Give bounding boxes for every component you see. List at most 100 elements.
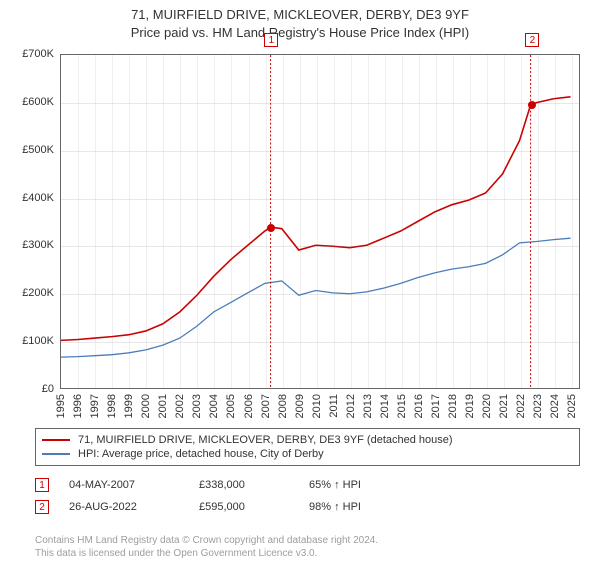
title-address: 71, MUIRFIELD DRIVE, MICKLEOVER, DERBY, … (0, 6, 600, 24)
x-tick-label: 2025 (566, 394, 578, 418)
transaction-date: 04-MAY-2007 (69, 479, 179, 491)
y-tick-label: £200K (0, 287, 60, 299)
x-gridline (95, 55, 96, 388)
x-gridline (283, 55, 284, 388)
annotation-marker-1: 1 (264, 33, 278, 47)
x-gridline (453, 55, 454, 388)
x-gridline (214, 55, 215, 388)
legend-row: HPI: Average price, detached house, City… (42, 447, 573, 461)
x-tick-label: 2009 (294, 394, 306, 418)
y-gridline (61, 199, 579, 200)
legend-label: HPI: Average price, detached house, City… (78, 448, 324, 460)
x-tick-label: 2016 (413, 394, 425, 418)
x-gridline (470, 55, 471, 388)
x-tick-label: 2013 (362, 394, 374, 418)
x-gridline (197, 55, 198, 388)
x-gridline (266, 55, 267, 388)
x-tick-label: 2008 (277, 394, 289, 418)
x-gridline (419, 55, 420, 388)
x-gridline (112, 55, 113, 388)
x-gridline (334, 55, 335, 388)
annotation-dot-2 (528, 101, 536, 109)
x-tick-label: 2011 (328, 394, 340, 418)
x-gridline (521, 55, 522, 388)
x-tick-label: 2017 (430, 394, 442, 418)
x-tick-label: 1996 (72, 394, 84, 418)
legend-box: 71, MUIRFIELD DRIVE, MICKLEOVER, DERBY, … (35, 428, 580, 466)
footer-line1: Contains HM Land Registry data © Crown c… (35, 535, 580, 548)
transaction-date: 26-AUG-2022 (69, 501, 179, 513)
transaction-price: £338,000 (199, 479, 289, 491)
transaction-marker: 1 (35, 478, 49, 492)
footer-line2: This data is licensed under the Open Gov… (35, 548, 580, 561)
x-tick-label: 2024 (549, 394, 561, 418)
legend-row: 71, MUIRFIELD DRIVE, MICKLEOVER, DERBY, … (42, 433, 573, 447)
x-tick-label: 2019 (464, 394, 476, 418)
x-gridline (368, 55, 369, 388)
x-tick-label: 2002 (174, 394, 186, 418)
y-gridline (61, 342, 579, 343)
x-tick-label: 2020 (481, 394, 493, 418)
title-subtitle: Price paid vs. HM Land Registry's House … (0, 24, 600, 42)
y-gridline (61, 246, 579, 247)
x-tick-label: 2015 (396, 394, 408, 418)
x-tick-label: 1995 (55, 394, 67, 418)
annotation-marker-2: 2 (525, 33, 539, 47)
transaction-row: 226-AUG-2022£595,00098% ↑ HPI (35, 496, 580, 518)
x-gridline (572, 55, 573, 388)
y-tick-label: £100K (0, 335, 60, 347)
x-gridline (385, 55, 386, 388)
x-tick-label: 2003 (191, 394, 203, 418)
x-gridline (402, 55, 403, 388)
x-tick-label: 1997 (89, 394, 101, 418)
x-tick-label: 2014 (379, 394, 391, 418)
x-gridline (249, 55, 250, 388)
footer-attribution: Contains HM Land Registry data © Crown c… (35, 535, 580, 560)
y-tick-label: £700K (0, 48, 60, 60)
x-tick-label: 2007 (260, 394, 272, 418)
y-tick-label: £600K (0, 96, 60, 108)
x-tick-label: 2023 (532, 394, 544, 418)
x-tick-label: 1998 (106, 394, 118, 418)
x-tick-label: 2004 (208, 394, 220, 418)
x-gridline (487, 55, 488, 388)
y-tick-label: £0 (0, 383, 60, 395)
x-tick-label: 1999 (123, 394, 135, 418)
x-tick-label: 2006 (243, 394, 255, 418)
chart-plot-area: 1995199619971998199920002001200220032004… (60, 54, 580, 389)
x-gridline (436, 55, 437, 388)
x-tick-label: 2018 (447, 394, 459, 418)
chart-title: 71, MUIRFIELD DRIVE, MICKLEOVER, DERBY, … (0, 6, 600, 41)
x-gridline (231, 55, 232, 388)
y-gridline (61, 294, 579, 295)
x-tick-label: 2021 (498, 394, 510, 418)
legend-swatch (42, 453, 70, 455)
x-tick-label: 2005 (225, 394, 237, 418)
transaction-delta: 98% ↑ HPI (309, 501, 419, 513)
x-gridline (78, 55, 79, 388)
x-tick-label: 2022 (515, 394, 527, 418)
x-gridline (163, 55, 164, 388)
transaction-delta: 65% ↑ HPI (309, 479, 419, 491)
y-gridline (61, 103, 579, 104)
y-gridline (61, 151, 579, 152)
x-gridline (317, 55, 318, 388)
chart-svg (61, 55, 579, 388)
x-gridline (129, 55, 130, 388)
y-tick-label: £500K (0, 144, 60, 156)
transaction-row: 1 04-MAY-2007 £338,000 65% ↑ HPI (35, 474, 580, 496)
x-gridline (351, 55, 352, 388)
x-gridline (300, 55, 301, 388)
x-tick-label: 2010 (311, 394, 323, 418)
y-tick-label: £400K (0, 192, 60, 204)
annotation-dot-1 (267, 224, 275, 232)
x-gridline (555, 55, 556, 388)
transactions-table: 1 04-MAY-2007 £338,000 65% ↑ HPI 2 26-AUG-202… (35, 474, 580, 518)
x-gridline (504, 55, 505, 388)
transaction-marker: 2 (35, 500, 49, 514)
x-tick-label: 2000 (140, 394, 152, 418)
y-tick-label: £300K (0, 239, 60, 251)
legend-swatch (42, 439, 70, 441)
x-tick-label: 2012 (345, 394, 357, 418)
x-gridline (180, 55, 181, 388)
